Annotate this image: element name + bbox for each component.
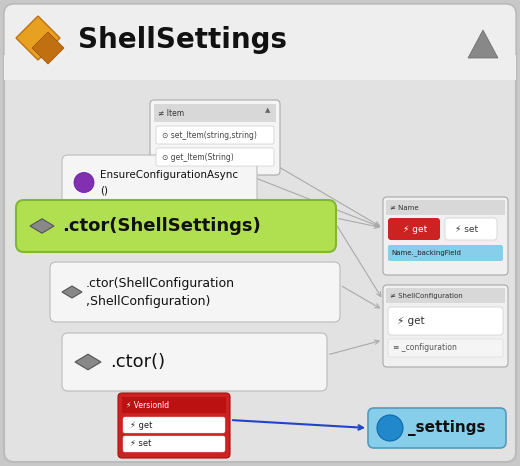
Text: ShellSettings: ShellSettings	[78, 26, 287, 54]
Text: ≠ ShellConfiguration: ≠ ShellConfiguration	[390, 293, 463, 299]
Text: .ctor(): .ctor()	[110, 353, 165, 371]
Text: ≠ Item: ≠ Item	[158, 109, 184, 117]
Text: .ctor(ShellConfiguration: .ctor(ShellConfiguration	[86, 276, 235, 289]
FancyBboxPatch shape	[388, 218, 440, 240]
Text: ,ShellConfiguration): ,ShellConfiguration)	[86, 295, 211, 308]
Text: EnsureConfigurationAsync: EnsureConfigurationAsync	[100, 170, 238, 179]
Text: ⚡ get: ⚡ get	[130, 420, 152, 430]
Polygon shape	[32, 32, 64, 64]
Circle shape	[74, 172, 94, 192]
Text: ⚡ set: ⚡ set	[455, 225, 478, 233]
Text: ≡ _configuration: ≡ _configuration	[393, 343, 457, 352]
FancyBboxPatch shape	[388, 245, 503, 261]
Bar	[386, 200, 505, 215]
FancyBboxPatch shape	[156, 148, 274, 166]
Polygon shape	[30, 219, 54, 233]
Circle shape	[377, 415, 403, 441]
Text: ⚡ set: ⚡ set	[130, 439, 151, 448]
Text: (): ()	[100, 185, 108, 196]
FancyBboxPatch shape	[383, 197, 508, 275]
FancyBboxPatch shape	[4, 4, 516, 76]
FancyBboxPatch shape	[123, 436, 225, 452]
Text: ≠ Name: ≠ Name	[390, 205, 419, 211]
FancyBboxPatch shape	[118, 393, 230, 458]
FancyBboxPatch shape	[388, 307, 503, 335]
Polygon shape	[16, 16, 60, 60]
FancyBboxPatch shape	[368, 408, 506, 448]
FancyBboxPatch shape	[62, 155, 257, 210]
Text: ▲: ▲	[265, 107, 271, 113]
Text: ⚡ get: ⚡ get	[397, 316, 425, 326]
Polygon shape	[75, 354, 101, 370]
Bar	[386, 288, 505, 303]
Polygon shape	[62, 286, 82, 298]
FancyBboxPatch shape	[123, 417, 225, 433]
FancyBboxPatch shape	[4, 4, 516, 462]
Polygon shape	[468, 30, 498, 58]
FancyBboxPatch shape	[156, 126, 274, 144]
Text: ⊙ get_Item(String): ⊙ get_Item(String)	[162, 152, 234, 162]
FancyBboxPatch shape	[16, 200, 336, 252]
Text: ⚡ VersionId: ⚡ VersionId	[126, 400, 169, 410]
Text: ⚡ get: ⚡ get	[403, 225, 427, 233]
FancyBboxPatch shape	[445, 218, 497, 240]
Bar	[122, 397, 226, 413]
Text: ⊙ set_Item(string,string): ⊙ set_Item(string,string)	[162, 130, 257, 139]
FancyBboxPatch shape	[383, 285, 508, 367]
Bar	[4, 55, 516, 80]
Text: _settings: _settings	[408, 420, 486, 436]
FancyBboxPatch shape	[62, 333, 327, 391]
Bar	[154, 104, 276, 122]
FancyBboxPatch shape	[388, 339, 503, 357]
FancyBboxPatch shape	[150, 100, 280, 175]
FancyBboxPatch shape	[50, 262, 340, 322]
Text: Name._backingField: Name._backingField	[391, 250, 461, 256]
Text: .ctor(ShellSettings): .ctor(ShellSettings)	[62, 217, 261, 235]
